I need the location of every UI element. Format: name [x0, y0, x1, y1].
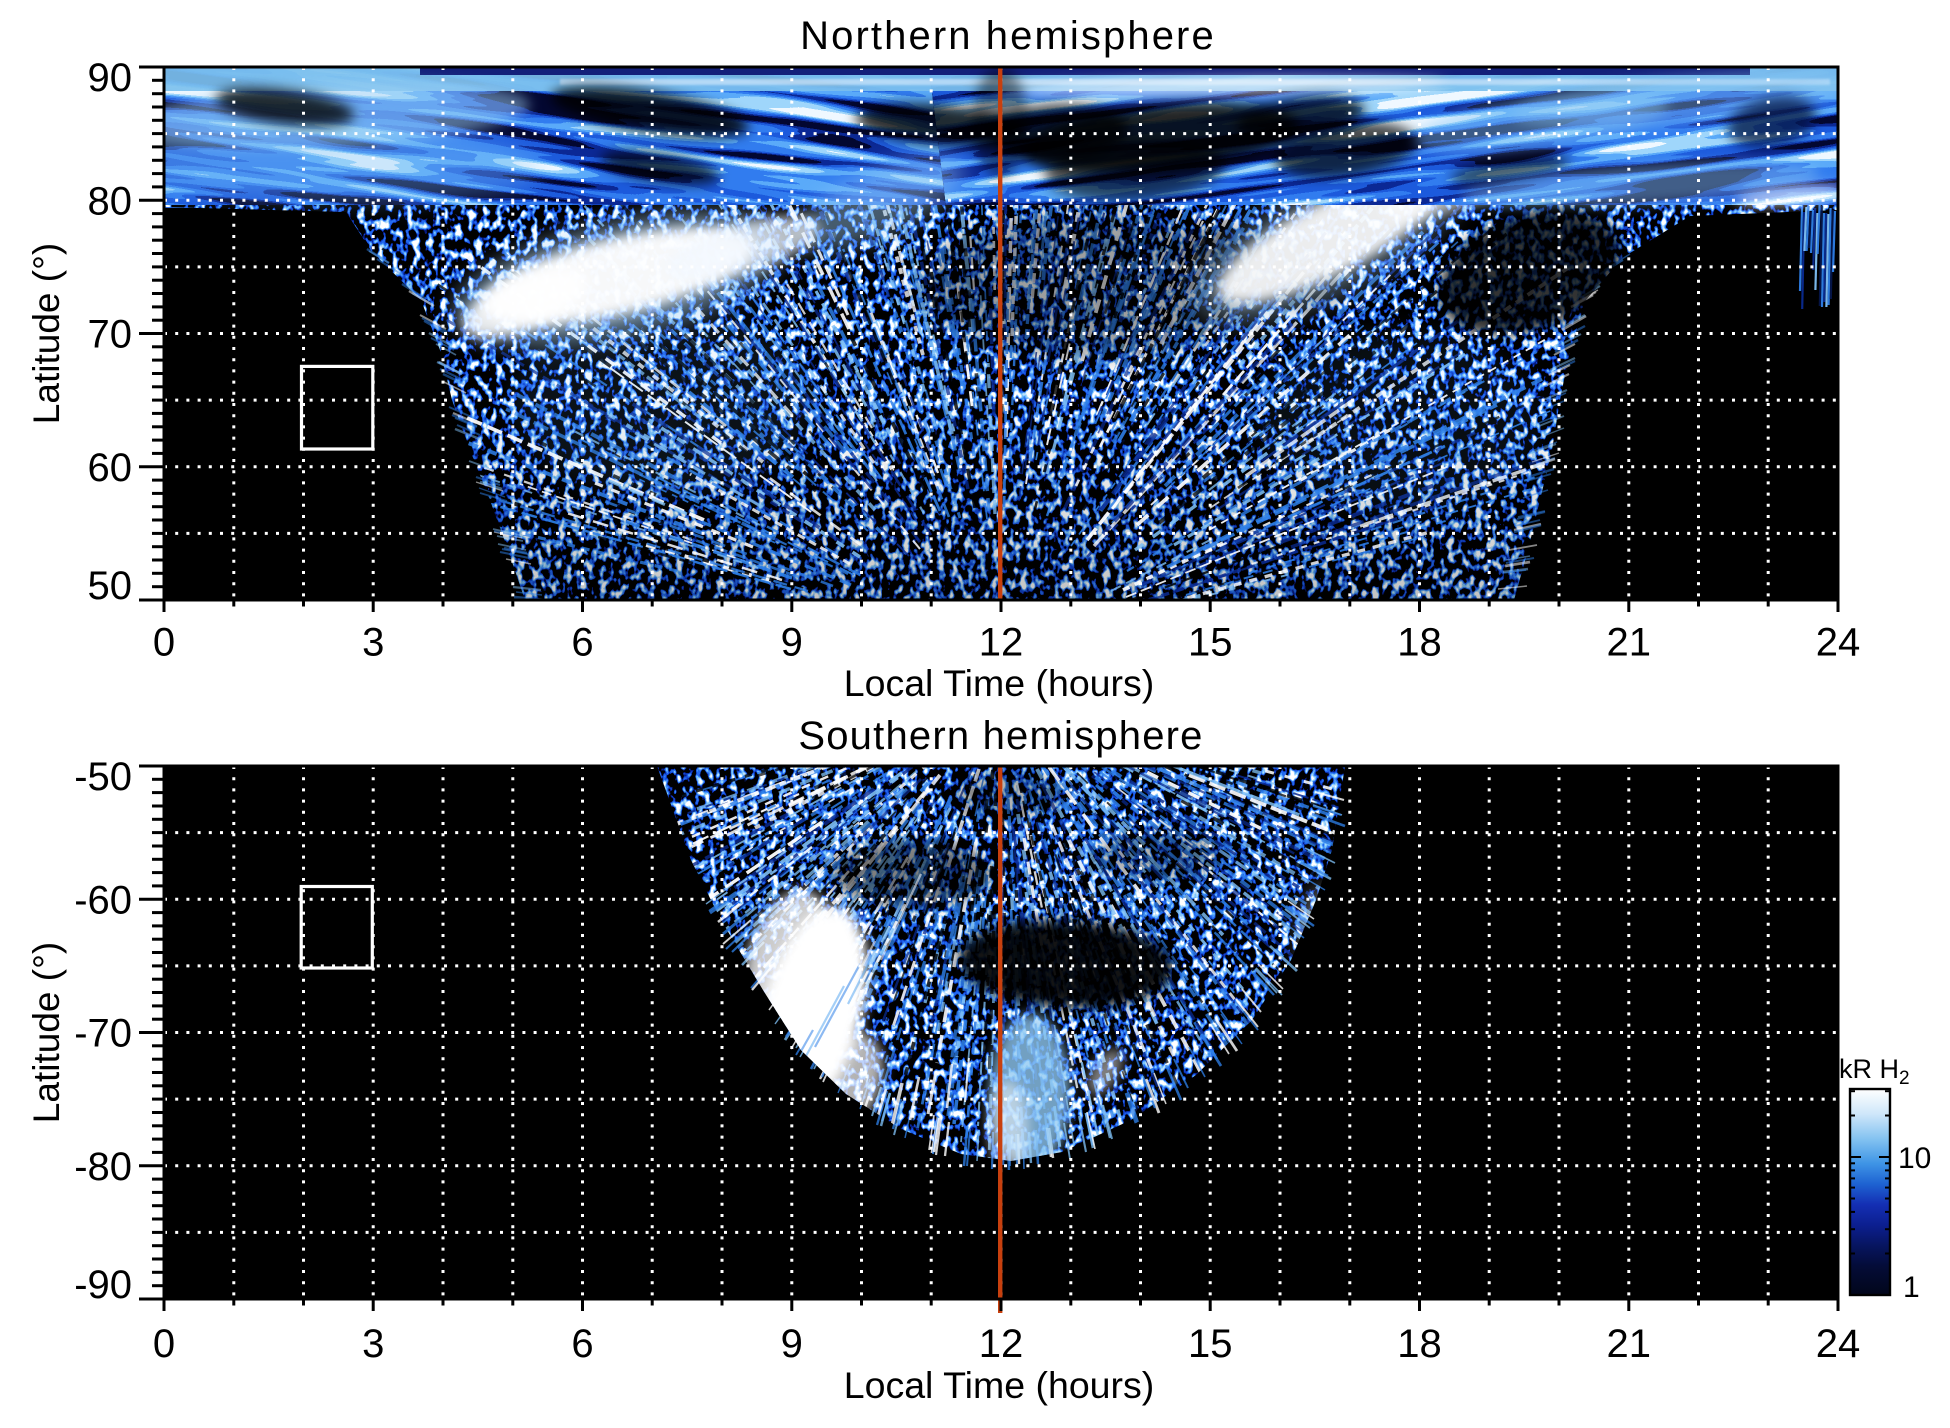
svg-text:Latitude (°): Latitude (°) [26, 243, 67, 424]
svg-text:12: 12 [979, 621, 1024, 665]
svg-text:15: 15 [1188, 621, 1233, 665]
svg-text:9: 9 [781, 1322, 803, 1366]
svg-text:-90: -90 [74, 1263, 132, 1307]
svg-text:-70: -70 [74, 1012, 132, 1056]
svg-text:60: 60 [88, 446, 133, 490]
svg-text:Local Time (hours): Local Time (hours) [844, 1364, 1155, 1406]
svg-text:Latitude (°): Latitude (°) [26, 942, 67, 1123]
svg-text:0: 0 [153, 1322, 175, 1366]
svg-text:18: 18 [1397, 1322, 1442, 1366]
svg-text:80: 80 [88, 179, 133, 223]
svg-text:-50: -50 [74, 755, 132, 799]
svg-text:6: 6 [571, 1322, 593, 1366]
svg-text:50: 50 [88, 564, 133, 608]
svg-text:Local Time (hours): Local Time (hours) [844, 662, 1155, 704]
svg-text:15: 15 [1188, 1322, 1233, 1366]
svg-text:6: 6 [571, 621, 593, 665]
svg-text:1: 1 [1903, 1271, 1920, 1304]
svg-text:90: 90 [88, 56, 133, 100]
svg-text:21: 21 [1607, 1322, 1652, 1366]
svg-text:-60: -60 [74, 878, 132, 922]
svg-text:18: 18 [1397, 621, 1442, 665]
svg-text:9: 9 [781, 621, 803, 665]
svg-text:10: 10 [1898, 1142, 1931, 1175]
svg-text:24: 24 [1816, 621, 1861, 665]
svg-text:3: 3 [362, 621, 384, 665]
svg-text:21: 21 [1607, 621, 1652, 665]
svg-text:0: 0 [153, 621, 175, 665]
svg-text:70: 70 [88, 313, 133, 357]
svg-text:24: 24 [1816, 1322, 1861, 1366]
svg-text:Northern hemisphere: Northern hemisphere [800, 14, 1216, 58]
svg-text:-80: -80 [74, 1145, 132, 1189]
svg-text:kR H2: kR H2 [1839, 1054, 1910, 1089]
svg-text:12: 12 [979, 1322, 1024, 1366]
svg-text:3: 3 [362, 1322, 384, 1366]
svg-text:Southern hemisphere: Southern hemisphere [798, 714, 1203, 758]
